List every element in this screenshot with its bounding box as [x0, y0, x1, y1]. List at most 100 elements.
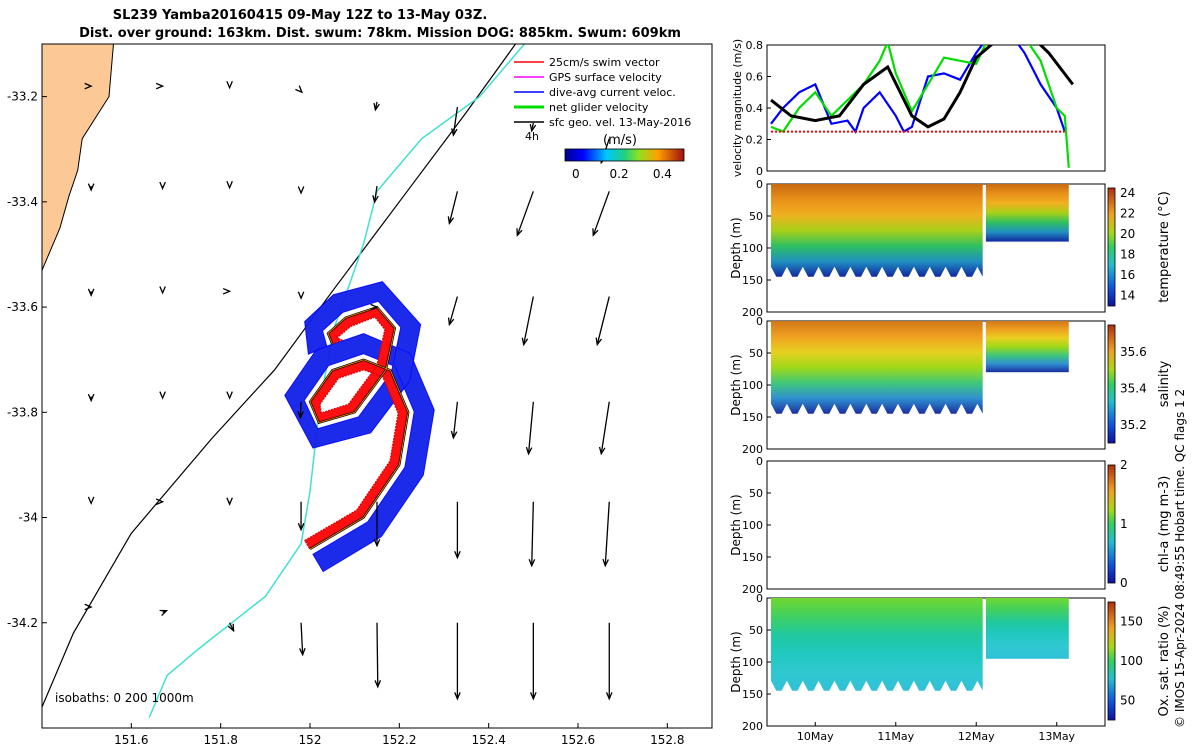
section-colorbar-label: temperature (°C) [1157, 191, 1172, 303]
section-y-tick-label: 100 [742, 379, 763, 392]
surface-velocity-arrowhead [84, 82, 93, 90]
map-panel: 151.6 151.8 152 152.2 152.4 152.6 152.8 -33.2 -3… [7, 43, 713, 747]
velocity-y-label: velocity magnitude (m/s) [731, 39, 744, 177]
surface-velocity-arrowhead [87, 393, 95, 403]
map-axes-frame [41, 43, 713, 729]
section-y-tick-label: 150 [742, 551, 763, 564]
chart-title-line2: Dist. over ground: 163km. Dist. swum: 78… [79, 26, 681, 41]
surface-velocity-arrowhead [521, 337, 529, 347]
surface-velocity-arrowhead [447, 216, 455, 225]
surface-velocity-arrowhead [299, 647, 306, 657]
section-colorbar-tick-label: 0 [1120, 576, 1128, 590]
surface-velocity-arrow [592, 191, 610, 236]
isobath-200m [42, 44, 516, 708]
section-colorbar-tick-label: 35.6 [1120, 345, 1147, 359]
dive-avg-current-swath [284, 281, 435, 573]
velocity-axes-frame [766, 44, 1106, 172]
map-x-tick-label: 152.4 [471, 733, 505, 747]
section-y-tick-label: 100 [742, 242, 763, 255]
section-y-label: Depth (m) [729, 354, 743, 415]
section-y-tick-label: 0 [756, 315, 763, 328]
surface-velocity-arrowhead [450, 128, 458, 137]
section-y-tick-label: 50 [749, 487, 763, 500]
surface-velocity-arrow [448, 296, 459, 325]
section-data-block [985, 598, 1069, 659]
section-y-tick-label: 0 [756, 455, 763, 468]
surface-velocity-arrow [600, 401, 610, 454]
section-y-tick-label: 100 [742, 519, 763, 532]
section-data-block [985, 184, 1069, 242]
surface-velocity-arrowhead [454, 692, 461, 701]
surface-velocity-arrowhead [373, 539, 381, 548]
velocity-y-tick-label: 0.2 [746, 134, 764, 147]
section-colorbar [1107, 601, 1116, 721]
surface-velocity-arrowhead [155, 498, 165, 506]
glider-track-core [309, 306, 409, 550]
section-y-label: Depth (m) [729, 494, 743, 555]
surface-velocity-arrowhead [87, 496, 95, 506]
surface-velocity-arrowhead [592, 228, 599, 237]
map-y-tick-label: -33.2 [7, 90, 38, 104]
surface-velocity-arrowhead [529, 123, 537, 133]
surface-velocity-arrow [604, 501, 610, 566]
section-colorbar [1107, 324, 1116, 444]
velocity-series [770, 45, 1066, 134]
map-x-tick-label: 152.6 [561, 733, 595, 747]
land-coast [42, 44, 114, 271]
section-colorbar-tick-label: 35.4 [1120, 382, 1147, 396]
section-x-tick-label: 10May [797, 730, 834, 743]
section-colorbar-tick-label: 20 [1120, 227, 1135, 241]
surface-velocity-arrowhead [595, 337, 602, 347]
velocity-series [770, 45, 1070, 168]
map-x-tick-label: 152.2 [382, 733, 416, 747]
surface-velocity-arrowhead [227, 623, 235, 633]
surface-velocity-arrowhead [226, 80, 233, 90]
surface-velocity-arrowhead [297, 291, 305, 300]
section-data-block [771, 598, 983, 691]
surface-velocity-arrowhead [454, 551, 461, 560]
map-y-tick-label: -33.6 [7, 300, 38, 314]
section-y-tick-label: 50 [749, 624, 763, 637]
section-x-tick-label: 11May [877, 730, 914, 743]
section-colorbar-tick-label: 2 [1120, 458, 1128, 472]
section-colorbar-tick-label: 16 [1120, 268, 1135, 282]
surface-velocity-arrowhead [602, 558, 609, 568]
map-y-tick-label: -34 [18, 511, 38, 525]
surface-velocity-arrow [448, 191, 459, 224]
section-y-label: Depth (m) [729, 217, 743, 278]
velocity-y-tick-label: 0 [756, 165, 763, 178]
surface-velocity-arrow [376, 622, 379, 687]
surface-velocity-arrowhead [226, 180, 233, 190]
section-y-tick-label: 50 [749, 210, 763, 223]
map-y-tick-label: -33.4 [7, 195, 38, 209]
isobath-1000m [148, 44, 525, 718]
section-colorbar-tick-label: 150 [1120, 615, 1143, 629]
surface-velocity-arrowhead [297, 410, 304, 420]
velocity-y-tick-label: 0.4 [746, 102, 764, 115]
surface-velocity-arrowhead [450, 430, 458, 440]
surface-velocity-arrow [523, 296, 534, 345]
section-y-tick-label: 150 [742, 411, 763, 424]
section-y-tick-label: 200 [742, 720, 763, 733]
surface-velocity-arrowhead [84, 603, 93, 611]
section-colorbar-tick-label: 50 [1120, 693, 1135, 707]
velocity-colorbar [564, 148, 685, 162]
map-y-tick-label: -34.2 [7, 616, 38, 630]
section-y-tick-label: 200 [742, 306, 763, 319]
map-legend: 25cm/s swim vector GPS surface velocity di… [514, 56, 691, 143]
side-note: © IMOS 15-Apr-2024 08:49:55 Hobart time.… [1173, 389, 1187, 728]
isobath-label: isobaths: 0 200 1000m [55, 691, 194, 705]
surface-velocity-arrow [516, 191, 534, 236]
colorbar-tick-label: 0.4 [653, 167, 672, 181]
surface-velocity-arrowhead [605, 692, 613, 701]
section-y-label: Depth (m) [729, 631, 743, 692]
section-colorbar-tick-label: 14 [1120, 289, 1135, 303]
section-y-tick-label: 150 [742, 274, 763, 287]
surface-velocity-arrow [596, 296, 610, 345]
colorbar-tick-label: 0.2 [610, 167, 629, 181]
section-y-tick-label: 200 [742, 583, 763, 596]
velocity-y-tick-label: 0.6 [746, 71, 764, 84]
